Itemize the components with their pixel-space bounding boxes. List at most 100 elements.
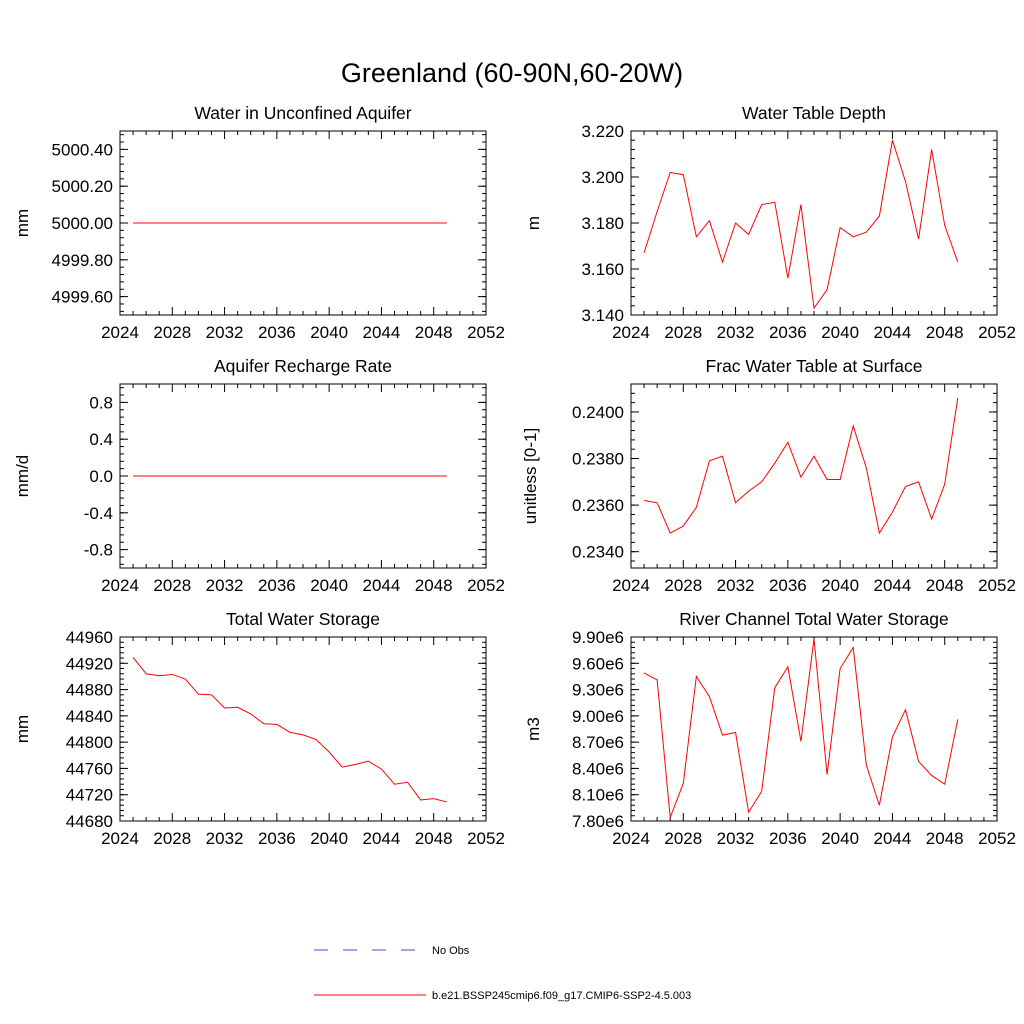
x-tick-label: 2036 xyxy=(258,323,296,342)
y-tick-label: 3.180 xyxy=(581,214,624,233)
y-tick-label: 44720 xyxy=(66,786,113,805)
x-tick-label: 2032 xyxy=(206,576,244,595)
x-tick-label: 2024 xyxy=(612,323,650,342)
y-tick-label: -0.4 xyxy=(84,504,113,523)
y-tick-label: 44880 xyxy=(66,681,113,700)
y-tick-label: 0.2380 xyxy=(572,450,624,469)
x-tick-label: 2052 xyxy=(978,829,1016,848)
y-axis-label: mm xyxy=(13,209,32,237)
chart-title: Aquifer Recharge Rate xyxy=(214,356,392,376)
y-tick-label: 5000.40 xyxy=(52,140,113,159)
chart-title: Water in Unconfined Aquifer xyxy=(194,103,411,123)
y-tick-label: 4999.60 xyxy=(52,288,113,307)
x-tick-label: 2040 xyxy=(821,576,859,595)
x-tick-label: 2040 xyxy=(310,323,348,342)
x-tick-label: 2052 xyxy=(978,323,1016,342)
chart-title: Water Table Depth xyxy=(742,103,886,123)
legend-model-label: b.e21.BSSP245cmip6.f09_g17.CMIP6-SSP2-4.… xyxy=(432,990,691,1002)
y-tick-label: 0.2340 xyxy=(572,543,624,562)
chart-panel-3: Aquifer Recharge Rate 2024 2028 2032 2036 204… xyxy=(13,356,505,595)
chart-title: River Channel Total Water Storage xyxy=(679,609,948,629)
x-tick-label: 2028 xyxy=(664,576,702,595)
plot-frame xyxy=(630,383,998,569)
x-tick-label: 2048 xyxy=(415,576,453,595)
y-tick-label: 0.2360 xyxy=(572,496,624,515)
y-axis-label: mm/d xyxy=(13,455,32,498)
y-tick-label: 0.0 xyxy=(89,467,113,486)
chart-panel-2: Water Table Depth 2024 2028 2032 2036 2040 204… xyxy=(524,103,1016,342)
x-tick-label: 2028 xyxy=(153,576,191,595)
y-tick-label: 7.80e6 xyxy=(572,812,624,831)
x-tick-label: 2048 xyxy=(926,829,964,848)
plot-frame xyxy=(119,636,487,822)
y-tick-label: 3.200 xyxy=(581,168,624,187)
figure-title: Greenland (60-90N,60-20W) xyxy=(341,58,683,88)
y-tick-label: 3.140 xyxy=(581,306,624,325)
chart-panel-6: River Channel Total Water Storage 2024 202… xyxy=(524,609,1016,848)
x-tick-label: 2024 xyxy=(101,829,139,848)
x-tick-label: 2048 xyxy=(415,323,453,342)
x-tick-label: 2028 xyxy=(153,323,191,342)
x-tick-label: 2040 xyxy=(310,829,348,848)
series-line xyxy=(132,657,447,803)
y-tick-label: 44840 xyxy=(66,707,113,726)
chart-panel-5: Total Water Storage 2024 2028 2032 2036 2040 2… xyxy=(13,609,505,848)
x-tick-label: 2040 xyxy=(310,576,348,595)
x-tick-label: 2028 xyxy=(153,829,191,848)
x-tick-label: 2040 xyxy=(821,323,859,342)
x-tick-label: 2032 xyxy=(206,323,244,342)
x-tick-label: 2052 xyxy=(467,576,505,595)
y-tick-label: 8.70e6 xyxy=(572,733,624,752)
x-tick-label: 2036 xyxy=(258,829,296,848)
plot-frame xyxy=(630,130,998,316)
y-axis-label: unitless [0-1] xyxy=(521,428,540,524)
x-tick-label: 2036 xyxy=(769,323,807,342)
y-tick-label: 8.40e6 xyxy=(572,759,624,778)
x-tick-label: 2032 xyxy=(206,829,244,848)
y-axis-label: m3 xyxy=(524,717,543,741)
y-tick-label: 9.60e6 xyxy=(572,654,624,673)
series-line xyxy=(643,638,959,818)
x-tick-label: 2044 xyxy=(874,576,912,595)
chart-panels: Water in Unconfined Aquifer 2024 2028 2032 2… xyxy=(13,103,1016,848)
y-tick-label: 5000.00 xyxy=(52,214,113,233)
y-tick-label: 44920 xyxy=(66,654,113,673)
legend-obs-label: No Obs xyxy=(432,945,470,957)
x-tick-label: 2028 xyxy=(664,323,702,342)
y-tick-label: 9.00e6 xyxy=(572,707,624,726)
x-tick-label: 2044 xyxy=(874,829,912,848)
x-tick-label: 2036 xyxy=(258,576,296,595)
y-tick-label: 3.160 xyxy=(581,260,624,279)
y-tick-label: 8.10e6 xyxy=(572,786,624,805)
x-tick-label: 2052 xyxy=(467,829,505,848)
legend: No Obs b.e21.BSSP245cmip6.f09_g17.CMIP6-… xyxy=(314,945,691,1002)
chart-title: Total Water Storage xyxy=(226,609,380,629)
y-tick-label: 0.4 xyxy=(89,430,113,449)
y-tick-label: 0.2400 xyxy=(572,403,624,422)
x-tick-label: 2032 xyxy=(717,829,755,848)
y-tick-label: 44760 xyxy=(66,759,113,778)
x-tick-label: 2032 xyxy=(717,323,755,342)
x-tick-label: 2024 xyxy=(612,829,650,848)
series-line xyxy=(643,140,959,310)
x-tick-label: 2044 xyxy=(874,323,912,342)
y-tick-label: 44800 xyxy=(66,733,113,752)
x-tick-label: 2044 xyxy=(363,323,401,342)
series-line xyxy=(643,397,959,535)
y-tick-label: 0.8 xyxy=(89,393,113,412)
y-tick-label: 44960 xyxy=(66,628,113,647)
y-axis-label: mm xyxy=(13,715,32,743)
x-tick-label: 2048 xyxy=(415,829,453,848)
x-tick-label: 2048 xyxy=(926,576,964,595)
y-tick-label: 4999.80 xyxy=(52,251,113,270)
plot-frame xyxy=(630,636,998,822)
y-tick-label: 9.90e6 xyxy=(572,628,624,647)
chart-panel-4: Frac Water Table at Surface 2024 2028 2032 2… xyxy=(521,356,1016,595)
y-axis-label: m xyxy=(524,216,543,230)
y-tick-label: -0.8 xyxy=(84,541,113,560)
chart-panel-1: Water in Unconfined Aquifer 2024 2028 2032 2… xyxy=(13,103,505,342)
x-tick-label: 2036 xyxy=(769,829,807,848)
x-tick-label: 2048 xyxy=(926,323,964,342)
x-tick-label: 2044 xyxy=(363,829,401,848)
